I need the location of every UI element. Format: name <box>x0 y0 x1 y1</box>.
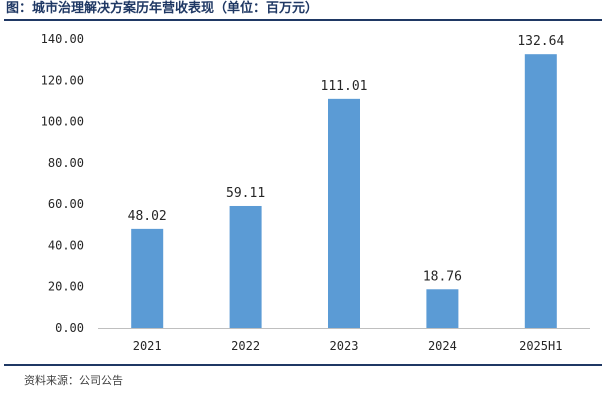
bar-2025H1 <box>524 54 557 328</box>
title-divider <box>4 19 602 21</box>
bar-2021 <box>131 228 164 328</box>
x-axis-tick-labels: 2021 2022 2023 2024 2025H1 <box>133 339 563 353</box>
x-tick-label: 2024 <box>428 339 457 353</box>
bar-value-label: 18.76 <box>423 269 462 284</box>
y-tick-label: 140.00 <box>41 32 84 46</box>
source-note: 资料来源：公司公告 <box>24 374 123 387</box>
x-tick-label: 2023 <box>330 339 359 353</box>
y-tick-label: 20.00 <box>48 280 84 294</box>
x-tick-label: 2021 <box>133 339 162 353</box>
y-axis-tick-labels: 0.00 20.00 40.00 60.00 80.00 100.00 120.00 140.… <box>41 32 84 335</box>
y-tick-label: 40.00 <box>48 238 84 252</box>
x-tick-label: 2022 <box>231 339 260 353</box>
bar-value-labels: 48.02 59.11 111.01 18.76 132.64 <box>128 34 565 284</box>
x-tick-label: 2025H1 <box>519 339 562 353</box>
y-tick-label: 60.00 <box>48 197 84 211</box>
bar-value-label: 132.64 <box>517 34 564 49</box>
y-tick-label: 0.00 <box>55 321 84 335</box>
bar-2023 <box>328 98 360 328</box>
bar-series <box>131 54 557 328</box>
footer-divider <box>4 364 602 366</box>
y-tick-label: 120.00 <box>41 73 84 87</box>
bar-2022 <box>229 205 262 328</box>
y-tick-label: 80.00 <box>48 156 84 170</box>
bar-value-label: 59.11 <box>226 186 265 201</box>
y-tick-label: 100.00 <box>41 115 84 129</box>
bar-value-label: 111.01 <box>321 79 368 94</box>
bar-value-label: 48.02 <box>128 209 167 224</box>
page-title: 图：城市治理解决方案历年营收表现（单位：百万元） <box>6 1 319 16</box>
bar-chart: 0.00 20.00 40.00 60.00 80.00 100.00 120.00 140.… <box>41 32 590 353</box>
bar-2024 <box>426 289 459 328</box>
